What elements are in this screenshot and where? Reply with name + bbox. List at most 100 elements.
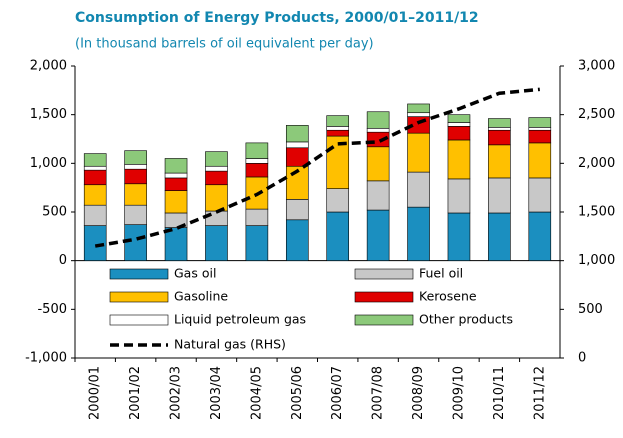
bar-segment: [124, 183, 147, 206]
bar-segment: [326, 126, 350, 131]
bar-segment: [124, 224, 147, 261]
bar-segment: [488, 177, 511, 214]
bar-segment: [285, 199, 309, 221]
y2-tick-label: 2,500: [578, 107, 615, 122]
y-tick-label: 2,000: [30, 59, 67, 74]
bar-segment: [205, 184, 228, 212]
legend-swatch: [354, 291, 414, 303]
bar-segment: [528, 127, 552, 131]
bar-segment: [164, 172, 188, 179]
bar-segment: [366, 111, 390, 129]
legend-label: Fuel oil: [419, 266, 463, 281]
legend-swatch: [109, 268, 169, 280]
x-tick-label: 2001/02: [128, 366, 143, 420]
bar-segment: [326, 115, 350, 127]
bar-segment: [285, 125, 309, 143]
x-tick-label: 2006/07: [330, 366, 345, 420]
y-tick-label: 500: [42, 205, 67, 220]
legend-label: Kerosene: [419, 289, 477, 304]
bar-segment: [447, 212, 471, 261]
bar-segment: [407, 171, 430, 208]
bar-segment: [488, 212, 511, 261]
legend-label: Gas oil: [174, 266, 216, 281]
x-tick-label: 2003/04: [209, 366, 224, 420]
bar-segment: [407, 112, 430, 117]
x-tick-label: 2009/10: [451, 366, 466, 420]
bar-segment: [447, 126, 471, 141]
x-tick-label: 2004/05: [249, 366, 264, 420]
bar-segment: [245, 142, 269, 159]
bar-segment: [528, 129, 552, 144]
legend-swatch: [109, 291, 169, 303]
x-tick-label: 2005/06: [290, 366, 305, 420]
bar-segment: [366, 180, 390, 211]
y-tick-label: 1,000: [30, 156, 67, 171]
x-tick-label: 2000/01: [88, 366, 103, 420]
bar-segment: [164, 227, 188, 261]
x-tick-label: 2007/08: [371, 366, 386, 420]
legend-swatch: [109, 314, 169, 326]
bar-segment: [447, 139, 471, 180]
chart-subtitle: (In thousand barrels of oil equivalent p…: [75, 37, 374, 52]
bar-segment: [124, 168, 147, 185]
legend-label: Natural gas (RHS): [174, 337, 286, 352]
bar-segment: [245, 158, 269, 164]
bar-segment: [205, 170, 228, 186]
bar-segment: [326, 188, 350, 213]
bar-segment: [326, 129, 350, 137]
bar-segment: [488, 129, 511, 146]
x-tick-label: 2008/09: [411, 366, 426, 420]
bar-segment: [124, 150, 147, 165]
bar-segment: [285, 219, 309, 261]
y-tick-label: -500: [37, 302, 67, 317]
chart-title: Consumption of Energy Products, 2000/01–…: [75, 10, 479, 26]
bar-segment: [326, 211, 350, 261]
y2-tick-label: 0: [578, 351, 586, 366]
y2-tick-label: 2,000: [578, 156, 615, 171]
legend-swatch: [354, 314, 414, 326]
bar-segment: [124, 164, 147, 170]
bar-segment: [447, 178, 471, 214]
y-tick-label: -1,000: [25, 351, 67, 366]
y2-tick-label: 1,000: [578, 253, 615, 268]
bar-segment: [83, 169, 107, 186]
bar-segment: [366, 209, 390, 261]
bar-segment: [488, 127, 511, 131]
legend-label: Gasoline: [174, 289, 228, 304]
bar-segment: [83, 204, 107, 226]
bar-segment: [285, 147, 309, 167]
bar-segment: [285, 141, 309, 149]
x-tick-label: 2011/12: [532, 366, 547, 420]
bar-segment: [124, 204, 147, 225]
bar-segment: [205, 151, 228, 167]
y2-tick-label: 3,000: [578, 59, 615, 74]
y-tick-label: 1,500: [30, 107, 67, 122]
bar-segment: [366, 127, 390, 133]
x-tick-label: 2010/11: [492, 366, 507, 420]
bar-segment: [83, 184, 107, 206]
bar-segment: [488, 118, 511, 128]
bar-segment: [447, 114, 471, 123]
y-tick-label: 0: [59, 253, 67, 268]
y2-tick-label: 500: [578, 302, 603, 317]
line-series: [94, 87, 540, 248]
legend-label: Liquid petroleum gas: [174, 312, 306, 327]
bar-segment: [83, 153, 107, 167]
bar-segment: [528, 117, 552, 128]
bar-segment: [205, 225, 228, 261]
bar-segment: [164, 158, 188, 174]
bar-segment: [447, 122, 471, 127]
bar-segment: [164, 177, 188, 191]
legend-swatch: [354, 268, 414, 280]
bar-segment: [245, 208, 269, 226]
bar-segment: [488, 144, 511, 179]
bar-segment: [245, 225, 269, 261]
bar-segment: [366, 146, 390, 182]
y2-tick-label: 1,500: [578, 205, 615, 220]
x-tick-label: 2002/03: [169, 366, 184, 420]
bar-segment: [245, 163, 269, 178]
bar-segment: [407, 103, 430, 114]
bar-segment: [528, 177, 552, 213]
bar-segment: [205, 165, 228, 172]
